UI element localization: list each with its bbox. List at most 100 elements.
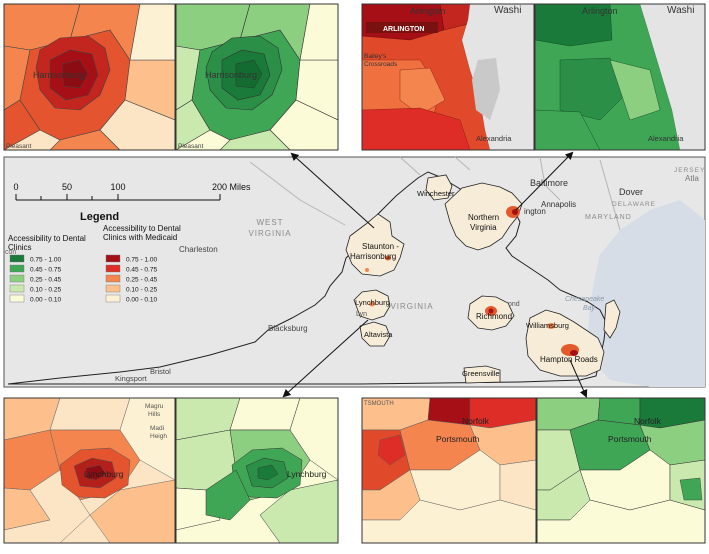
legend-title: Legend xyxy=(80,211,119,223)
inset-norfolk-green-label: Norfolk xyxy=(634,416,662,426)
region-eastern-shore xyxy=(603,299,621,339)
hotspot-williamsburg xyxy=(547,323,555,329)
legend-general-label: 0.45 - 0.75 xyxy=(30,267,61,274)
inset-harrisonburg-medicaid: Harrisonburg Pleasant xyxy=(4,4,175,150)
region-label-lynchburg: Lynchburg xyxy=(355,298,390,307)
inset-lynchburg-magru: Magru xyxy=(145,403,164,410)
region-label-winchester: Winchester xyxy=(417,189,455,198)
inset-norfolk-medicaid: Norfolk Portsmouth TSMOUTH xyxy=(362,398,536,543)
legend-medicaid-swatch xyxy=(105,274,121,283)
label-west-virginia: WEST xyxy=(256,218,283,227)
region-greensville xyxy=(463,365,501,384)
region-hampton-roads xyxy=(525,309,605,377)
inset-lynchburg-medicaid: Lynchburg Magru Hills Madi Heigh xyxy=(4,398,175,543)
inset-portsmouth-green-label: Portsmouth xyxy=(608,434,652,444)
region-label-williamsburg: Williamsburg xyxy=(526,321,569,330)
legend-medicaid-label: 0.25 - 0.45 xyxy=(126,277,157,284)
inset-portsmouth-label: Portsmouth xyxy=(436,434,480,444)
legend-general-swatch xyxy=(9,264,25,273)
inset-arlington-alexandria: Alexandria xyxy=(476,134,512,143)
region-staunton-harrisonburg xyxy=(345,213,405,277)
inset-harrisonburg-pleasant: Pleasant xyxy=(6,143,31,150)
hotspot-hampton-roads-core xyxy=(570,350,578,356)
inset-norfolk: Norfolk Portsmouth TSMOUTH Norfolk Ports… xyxy=(361,397,706,544)
arrow-to-lynchburg-inset xyxy=(282,319,369,398)
region-altavista xyxy=(359,321,391,347)
chesapeake-bay xyxy=(588,200,705,387)
region-label-staunton: Staunton - xyxy=(362,242,399,251)
legend-general-title-2: Clinics xyxy=(8,243,32,252)
legend-general-swatch xyxy=(9,274,25,283)
region-label-harrisonburg: Harrisonburg xyxy=(350,252,396,261)
legend-medicaid-title: Accessibility to Dental xyxy=(103,224,181,233)
inset-arlington-green-alexandria: Alexandria xyxy=(648,134,684,143)
inset-arlington-bailey: Bailey's xyxy=(364,53,387,60)
legend-medicaid-label: 0.10 - 0.25 xyxy=(126,287,157,294)
label-lyn: Lyn xyxy=(356,311,367,318)
inset-arlington-medicaid: ARLINGTON Arlington Washi Bailey's Cross… xyxy=(362,4,534,150)
legend-general-label: 0.00 - 0.10 xyxy=(30,297,61,304)
inset-lynchburg-green-label: Lynchburg xyxy=(287,469,327,479)
legend-general-swatch xyxy=(9,254,25,263)
legend-medicaid-swatch xyxy=(105,294,121,303)
label-ond: ond xyxy=(508,301,520,308)
label-maryland: MARYLAND xyxy=(585,214,632,221)
region-label-northern-virginia: Northern xyxy=(468,213,499,222)
inset-lynchburg-label: Lynchburg xyxy=(84,469,124,479)
inset-tsmouth-label: TSMOUTH xyxy=(364,401,394,407)
label-west-virginia-2: VIRGINIA xyxy=(248,229,291,238)
inset-harrisonburg-label: Harrisonburg xyxy=(33,70,85,80)
hotspot-staunton xyxy=(365,268,369,272)
legend-medicaid-items: 0.75 - 1.00 0.45 - 0.75 0.25 - 0.45 0.10 - … xyxy=(105,254,157,304)
inset-harrisonburg-green-label: Harrisonburg xyxy=(205,70,257,80)
arrow-to-harrisonburg-inset xyxy=(290,152,375,229)
inset-harrisonburg-general: Harrisonburg Pleasant xyxy=(176,4,338,150)
legend-medicaid-label: 0.00 - 0.10 xyxy=(126,297,157,304)
inset-lynchburg: Lynchburg Magru Hills Madi Heigh Lynchbu… xyxy=(3,397,339,544)
label-baltimore: Baltimore xyxy=(530,178,568,188)
scale-tick-50: 50 xyxy=(62,182,72,192)
region-label-hampton-roads: Hampton Roads xyxy=(540,355,598,364)
legend-medicaid-label: 0.45 - 0.75 xyxy=(126,267,157,274)
inset-arlington-general: Arlington Washi Alexandria xyxy=(535,4,705,150)
inset-arlington-crossroads: Crossroads xyxy=(364,61,398,68)
legend: Legend Accessibility to Dental Clinics A… xyxy=(8,211,181,304)
region-label-richmond: Richmond xyxy=(476,312,512,321)
label-virginia: VIRGINIA xyxy=(390,302,433,311)
legend-medicaid-label: 0.75 - 1.00 xyxy=(126,257,157,264)
region-northern-virginia xyxy=(444,182,523,251)
scale-tick-100: 100 xyxy=(110,182,125,192)
hotspot-harrisonburg xyxy=(385,255,391,261)
arlington-badge xyxy=(366,22,438,33)
label-bristol: Bristol xyxy=(150,367,171,376)
hotspot-northern-virginia-core xyxy=(512,209,518,215)
label-jersey: JERSEY xyxy=(674,167,705,174)
inset-arlington-green-label: Arlington xyxy=(582,6,618,16)
label-ington: ington xyxy=(524,207,546,216)
legend-general-items: 0.75 - 1.00 0.45 - 0.75 0.25 - 0.45 0.10 - … xyxy=(9,254,61,304)
inset-arlington-washi: Washi xyxy=(494,5,521,16)
legend-medicaid-swatch xyxy=(105,264,121,273)
legend-general-label: 0.10 - 0.25 xyxy=(30,287,61,294)
inset-arlington-green-washi: Washi xyxy=(667,5,694,16)
label-annapolis: Annapolis xyxy=(541,200,576,209)
scale-tick-0: 0 xyxy=(13,182,18,192)
legend-general-swatch xyxy=(9,294,25,303)
legend-medicaid-title-2: Clinics with Medicaid xyxy=(103,233,177,242)
inset-harrisonburg: Harrisonburg Pleasant Harrisonburg Pleas… xyxy=(3,3,339,151)
legend-medicaid-swatch xyxy=(105,284,121,293)
legend-general-label: 0.75 - 1.00 xyxy=(30,257,61,264)
hotspot-richmond-core xyxy=(488,308,494,314)
inset-lynchburg-heigh: Heigh xyxy=(150,433,167,440)
label-blacksburg: Blacksburg xyxy=(268,324,308,333)
hotspot-lynchburg xyxy=(369,301,375,307)
region-label-greensville: Greensville xyxy=(462,369,500,378)
inset-lynchburg-madi: Madi xyxy=(150,425,164,432)
arlington-badge-text: ARLINGTON xyxy=(383,26,424,33)
inset-lynchburg-general: Lynchburg xyxy=(176,398,338,543)
inset-arlington: ARLINGTON Arlington Washi Bailey's Cross… xyxy=(361,3,706,151)
label-kingsport: Kingsport xyxy=(115,374,148,383)
scale-bar: 0 50 100 200 Miles xyxy=(13,182,251,201)
region-label-northern-virginia-2: Virginia xyxy=(470,223,497,232)
